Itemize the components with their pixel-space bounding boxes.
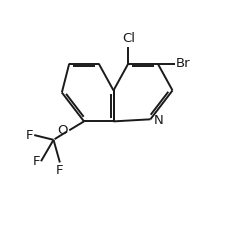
Text: F: F xyxy=(56,164,64,177)
Text: F: F xyxy=(33,155,40,168)
Text: Cl: Cl xyxy=(122,32,135,45)
Text: N: N xyxy=(153,114,163,127)
Text: O: O xyxy=(58,124,68,137)
Text: F: F xyxy=(26,129,34,142)
Text: Br: Br xyxy=(176,57,190,70)
